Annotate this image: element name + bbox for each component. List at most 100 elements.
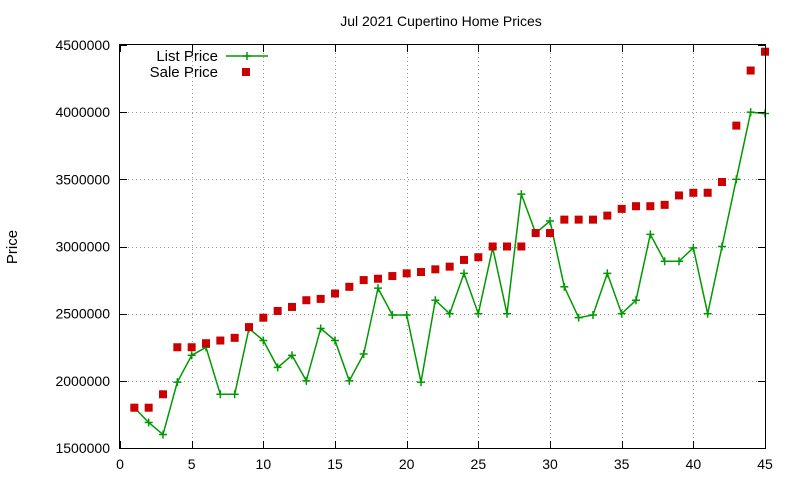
y-tick-label: 3500000 — [55, 171, 110, 187]
list-price-point — [460, 269, 468, 278]
sale-price-point — [302, 296, 311, 305]
y-tick-label: 1500000 — [55, 440, 110, 456]
sale-price-point — [130, 403, 139, 412]
list-price-point — [718, 242, 726, 251]
list-price-point — [689, 243, 698, 252]
sale-price-point — [230, 333, 239, 342]
sale-price-point — [245, 323, 253, 332]
sale-price-point — [144, 403, 153, 412]
x-tick-label: 25 — [471, 456, 487, 472]
series-layer — [130, 47, 769, 439]
chart-title: Jul 2021 Cupertino Home Prices — [340, 13, 542, 29]
list-price-point — [345, 376, 354, 385]
sale-price-point — [187, 343, 196, 352]
list-price-point — [617, 309, 626, 318]
legend-marker-plus — [243, 52, 251, 60]
sale-price-point — [603, 211, 612, 220]
list-price-point — [589, 311, 597, 320]
sale-price-point — [417, 268, 425, 277]
sale-price-point — [273, 306, 282, 315]
y-tick-label: 4000000 — [55, 104, 110, 120]
list-price-point — [159, 430, 167, 439]
y-tick-label: 4500000 — [55, 37, 110, 53]
sale-price-point — [517, 242, 526, 251]
list-price-point — [675, 257, 683, 266]
sale-price-point — [675, 191, 683, 200]
list-price-line — [133, 111, 766, 436]
sale-price-point — [331, 289, 339, 298]
sale-price-point — [288, 302, 296, 311]
sale-price-point — [374, 274, 382, 283]
x-tick-label: 40 — [686, 456, 702, 472]
sale-price-point — [202, 339, 210, 348]
y-tick-label: 3000000 — [55, 239, 110, 255]
x-tick-label: 10 — [256, 456, 272, 472]
y-axis-title: Price — [4, 230, 21, 264]
list-price-point — [474, 309, 483, 318]
list-price-point — [173, 378, 182, 387]
sale-price-point — [173, 343, 182, 352]
list-price-point — [703, 309, 712, 318]
list-price-point — [546, 216, 554, 225]
sale-price-point — [732, 121, 741, 130]
list-price-point — [445, 309, 454, 318]
list-price-point — [144, 418, 153, 427]
list-price-point — [574, 313, 583, 322]
legend-label: List Price — [156, 48, 218, 65]
sale-price-point — [646, 202, 655, 211]
sale-price-point — [388, 272, 397, 281]
list-price-point — [660, 257, 669, 266]
sale-price-point — [402, 269, 411, 278]
sale-price-point — [503, 242, 511, 251]
sale-price-point — [589, 215, 597, 224]
y-tick-label: 2000000 — [55, 373, 110, 389]
list-price-point — [603, 269, 612, 278]
list-price-point — [259, 336, 268, 345]
list-price-point — [316, 324, 325, 333]
sale-price-point — [660, 200, 669, 209]
x-tick-label: 45 — [757, 456, 773, 472]
sale-price-point — [574, 215, 583, 224]
x-tick-label: 15 — [327, 456, 343, 472]
tick-layer: 0 5 10 15 20 25 30 35 40 45 1500000 2000000 2500000 3… — [55, 37, 773, 472]
list-price-point — [646, 230, 655, 239]
grid-layer — [120, 45, 765, 448]
x-tick-label: 30 — [542, 456, 558, 472]
x-tick-label: 35 — [614, 456, 630, 472]
list-price-point — [632, 296, 640, 305]
legend-marker-square — [242, 68, 250, 76]
list-price-point — [273, 363, 282, 372]
sale-price-point — [159, 390, 167, 399]
list-price-point — [216, 390, 225, 399]
sale-price-point — [560, 215, 569, 224]
sale-price-point — [345, 282, 354, 291]
sale-price-point — [316, 294, 325, 303]
list-price-point — [560, 282, 569, 291]
sale-price-point — [488, 242, 497, 251]
sale-price-point — [746, 66, 755, 75]
legend-label: Sale Price — [150, 64, 218, 81]
x-tick-label: 0 — [116, 456, 124, 472]
y-tick-label: 2500000 — [55, 306, 110, 322]
sale-price-point — [259, 313, 268, 322]
list-price-point — [230, 390, 239, 399]
list-price-point — [359, 349, 368, 358]
sale-price-point — [460, 255, 468, 264]
list-price-point — [746, 108, 755, 117]
sale-price-point — [617, 204, 626, 213]
sale-price-point — [359, 276, 368, 285]
sale-price-point — [431, 265, 440, 274]
sale-price-point — [445, 262, 454, 271]
x-tick-label: 20 — [399, 456, 415, 472]
list-price-point — [331, 336, 339, 345]
list-price-point — [374, 284, 382, 293]
plot-frame — [119, 44, 766, 449]
list-price-point — [417, 378, 425, 387]
list-price-point — [503, 309, 511, 318]
sale-price-point — [546, 229, 554, 238]
sale-price-point — [689, 188, 698, 197]
sale-price-point — [216, 336, 225, 345]
